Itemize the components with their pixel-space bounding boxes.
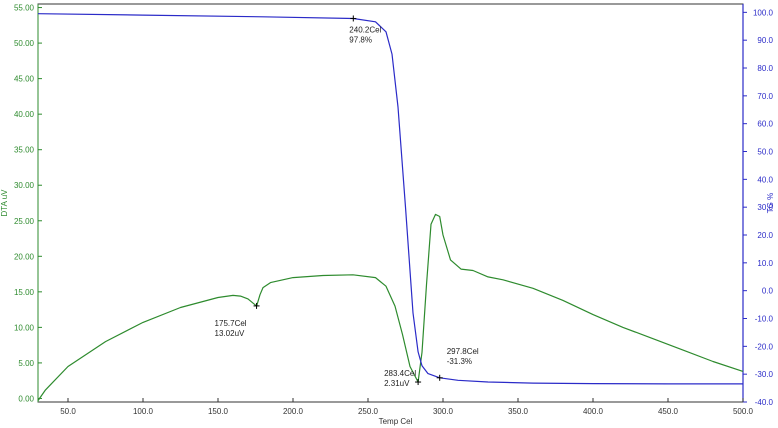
- left-tick-label: 35.00: [14, 146, 35, 155]
- right-tick-label: 0.0: [762, 287, 774, 296]
- left-tick-label: 5.00: [18, 359, 34, 368]
- annotation-label: -31.3%: [447, 357, 472, 366]
- left-y-axis: 0.00 5.00 10.00 15.00 20.00 25.00 30.00 35.00 40…: [14, 4, 42, 403]
- annotation-label: 297.8Cel: [447, 347, 479, 356]
- right-tick-label: 30.0: [757, 203, 773, 212]
- x-tick-label: 250.0: [358, 407, 379, 416]
- left-tick-label: 0.00: [18, 394, 34, 403]
- x-tick-label: 200.0: [283, 407, 304, 416]
- dta-curve: [37, 213, 744, 401]
- right-axis-label: TG %: [766, 193, 775, 213]
- left-tick-label: 20.00: [14, 252, 35, 261]
- left-tick-label: 55.00: [14, 4, 35, 13]
- tg-curve: [37, 13, 743, 385]
- x-tick-label: 100.0: [133, 407, 154, 416]
- right-tick-label: -40.0: [755, 398, 774, 407]
- x-tick-label: 400.0: [583, 407, 604, 416]
- annotation-label: 2.31uV: [384, 379, 410, 388]
- right-tick-label: -30.0: [755, 370, 774, 379]
- annotation-label: 175.7Cel: [215, 319, 247, 328]
- right-tick-label: 80.0: [757, 64, 773, 73]
- x-tick-label: 150.0: [208, 407, 229, 416]
- left-tick-label: 10.00: [14, 323, 35, 332]
- right-tick-label: 70.0: [757, 92, 773, 101]
- series-layer: [37, 13, 744, 401]
- right-tick-label: 90.0: [757, 36, 773, 45]
- annotation-label: 97.8%: [349, 35, 372, 44]
- x-tick-label: 50.0: [60, 407, 76, 416]
- right-tick-label: 100.0: [753, 8, 774, 17]
- x-tick-label: 300.0: [433, 407, 454, 416]
- left-axis-label: DTA uV: [0, 189, 9, 217]
- x-axis-label: Temp Cel: [379, 417, 413, 426]
- right-tick-label: -20.0: [755, 342, 774, 351]
- right-tick-label: 60.0: [757, 120, 773, 129]
- left-tick-label: 40.00: [14, 110, 35, 119]
- right-tick-label: 20.0: [757, 231, 773, 240]
- x-axis: 50.0 100.0 150.0 200.0 250.0 300.0 350.0 400.0 4…: [60, 398, 754, 416]
- plot-area-frame: [37, 3, 744, 403]
- x-tick-label: 450.0: [658, 407, 679, 416]
- left-tick-label: 30.00: [14, 181, 35, 190]
- right-y-axis: -40.0 -30.0 -20.0 -10.0 0.0 10.0 20.0 30.0 40.0 5…: [742, 4, 774, 407]
- right-tick-label: -10.0: [755, 315, 774, 324]
- left-tick-label: 15.00: [14, 288, 35, 297]
- annotation-label: 240.2Cel: [349, 25, 381, 34]
- right-tick-label: 50.0: [757, 148, 773, 157]
- x-tick-label: 350.0: [508, 407, 529, 416]
- left-tick-label: 45.00: [14, 75, 35, 84]
- left-tick-label: 25.00: [14, 217, 35, 226]
- annotation: 297.8Cel-31.3%: [436, 347, 479, 381]
- x-tick-label: 500.0: [733, 407, 754, 416]
- right-tick-label: 40.0: [757, 175, 773, 184]
- right-tick-label: 10.0: [757, 259, 773, 268]
- annotation-label: 13.02uV: [215, 329, 245, 338]
- left-tick-label: 50.00: [14, 39, 35, 48]
- annotation-label: 283.4Cel: [384, 369, 416, 378]
